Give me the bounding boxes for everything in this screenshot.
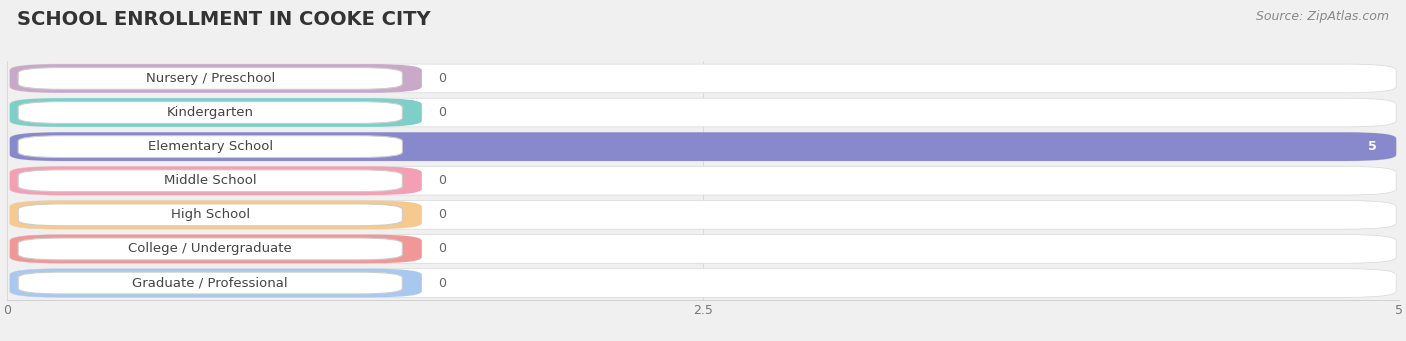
FancyBboxPatch shape (10, 64, 1396, 93)
Text: Elementary School: Elementary School (148, 140, 273, 153)
FancyBboxPatch shape (18, 272, 402, 294)
Text: Middle School: Middle School (165, 174, 256, 187)
FancyBboxPatch shape (10, 269, 422, 297)
FancyBboxPatch shape (10, 235, 1396, 263)
Text: SCHOOL ENROLLMENT IN COOKE CITY: SCHOOL ENROLLMENT IN COOKE CITY (17, 10, 430, 29)
Text: 0: 0 (439, 208, 447, 221)
FancyBboxPatch shape (18, 204, 402, 226)
FancyBboxPatch shape (10, 201, 422, 229)
Text: Source: ZipAtlas.com: Source: ZipAtlas.com (1256, 10, 1389, 23)
FancyBboxPatch shape (18, 136, 402, 158)
FancyBboxPatch shape (10, 269, 1396, 297)
FancyBboxPatch shape (10, 98, 422, 127)
FancyBboxPatch shape (10, 98, 1396, 127)
Text: 0: 0 (439, 277, 447, 290)
Text: 0: 0 (439, 72, 447, 85)
Text: 5: 5 (1368, 140, 1376, 153)
Text: College / Undergraduate: College / Undergraduate (128, 242, 292, 255)
FancyBboxPatch shape (10, 235, 422, 263)
FancyBboxPatch shape (10, 201, 1396, 229)
FancyBboxPatch shape (10, 132, 1396, 161)
FancyBboxPatch shape (10, 166, 422, 195)
Text: 0: 0 (439, 174, 447, 187)
Text: 0: 0 (439, 242, 447, 255)
Text: Graduate / Professional: Graduate / Professional (132, 277, 288, 290)
FancyBboxPatch shape (10, 132, 1396, 161)
FancyBboxPatch shape (18, 68, 402, 89)
Text: Kindergarten: Kindergarten (167, 106, 253, 119)
Text: High School: High School (170, 208, 250, 221)
FancyBboxPatch shape (18, 102, 402, 123)
Text: 0: 0 (439, 106, 447, 119)
Text: Nursery / Preschool: Nursery / Preschool (146, 72, 276, 85)
FancyBboxPatch shape (10, 166, 1396, 195)
FancyBboxPatch shape (18, 170, 402, 192)
FancyBboxPatch shape (10, 64, 422, 93)
FancyBboxPatch shape (18, 238, 402, 260)
